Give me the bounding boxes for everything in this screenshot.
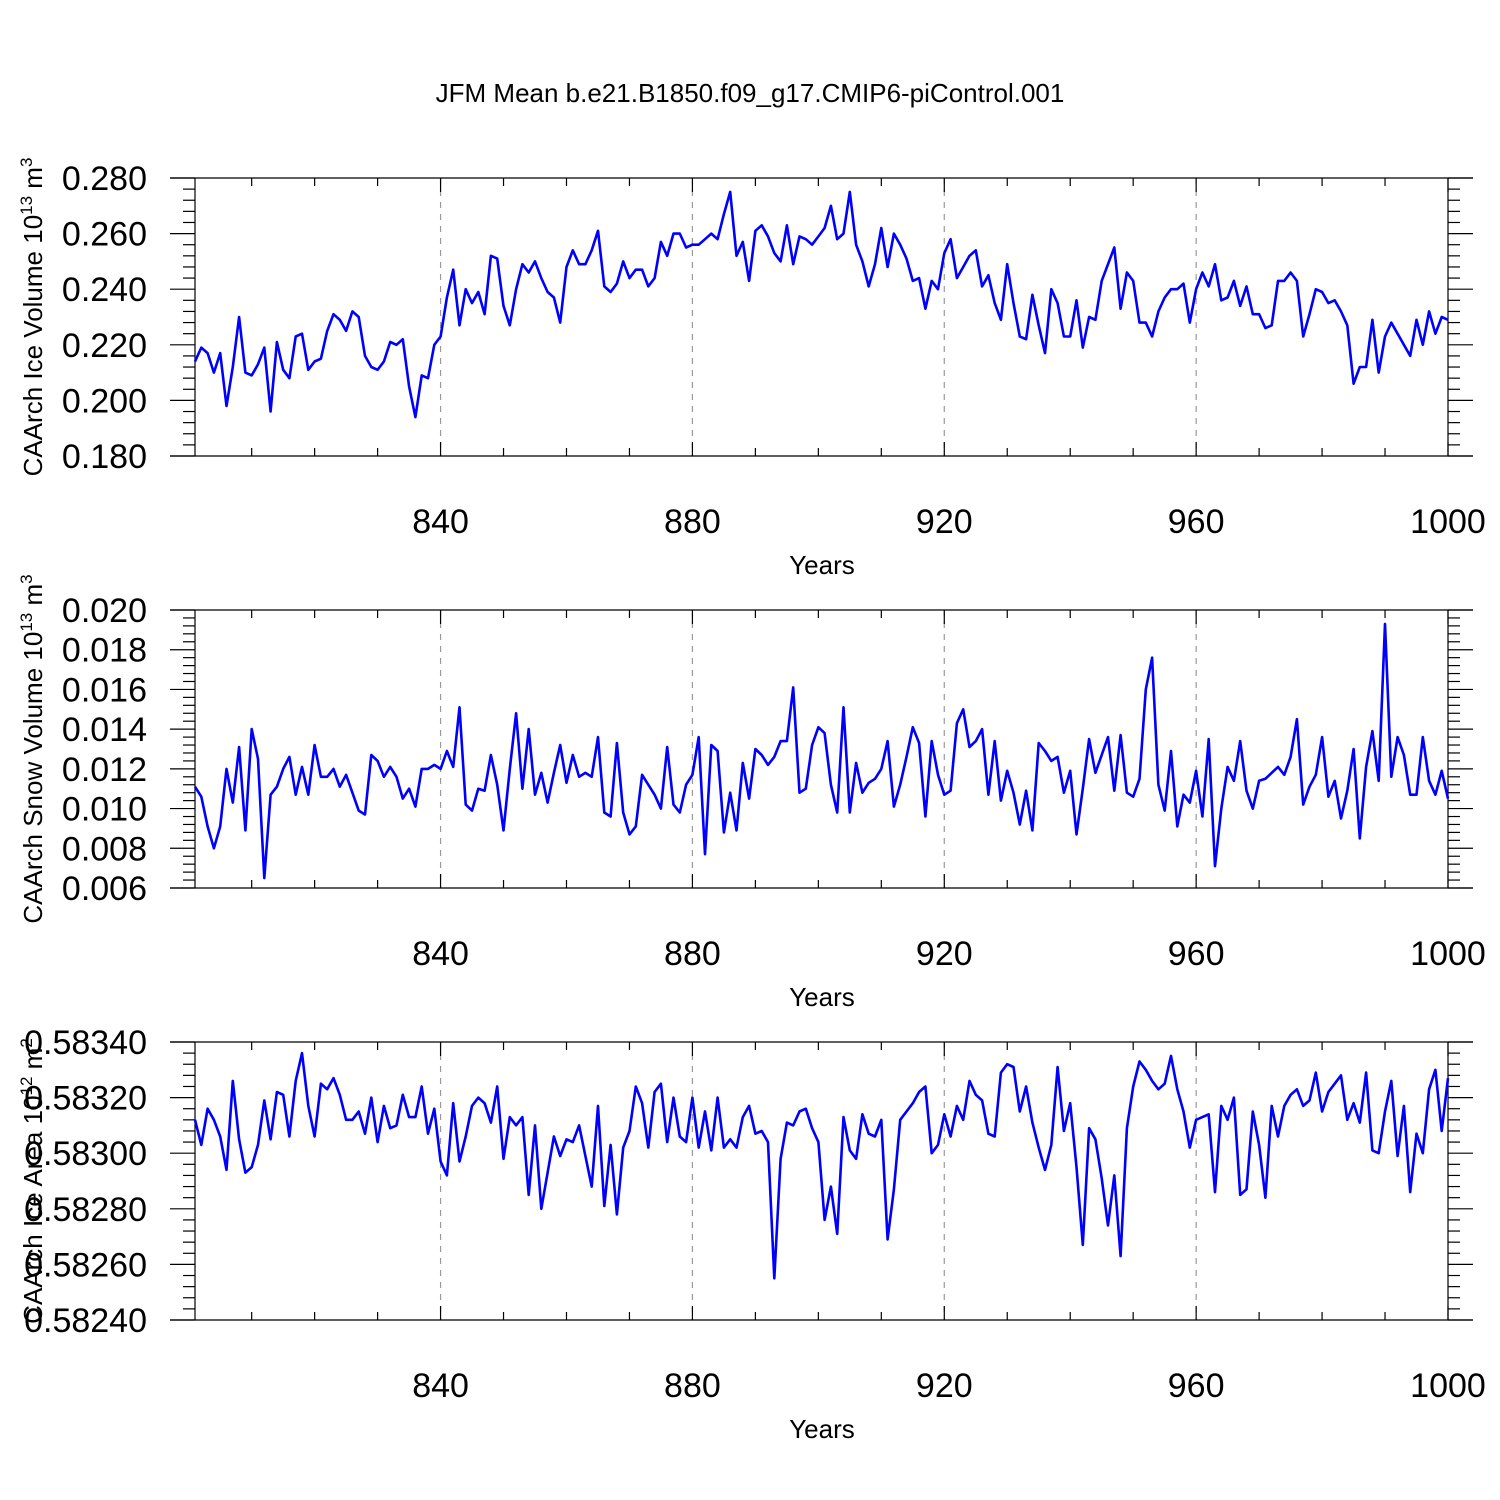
- y-tick-label: 0.018: [62, 632, 147, 670]
- y-tick-label: 0.58320: [24, 1080, 147, 1118]
- x-tick-label: 880: [664, 935, 721, 973]
- panel-snow-volume: 0.0060.0080.0100.0120.0140.0160.0180.020…: [17, 574, 1486, 1012]
- x-tick-label: 920: [916, 503, 973, 541]
- figure-title: JFM Mean b.e21.B1850.f09_g17.CMIP6-piCon…: [435, 78, 1065, 108]
- x-tick-label: 920: [916, 935, 973, 973]
- y-tick-label: 0.220: [62, 327, 147, 365]
- data-series-line: [193, 1051, 1450, 1280]
- y-tick-label: 0.006: [62, 870, 147, 908]
- y-tick-label: 0.280: [62, 160, 147, 198]
- y-tick-label: 0.260: [62, 216, 147, 254]
- y-tick-label: 0.016: [62, 671, 147, 709]
- y-tick-label: 0.200: [62, 382, 147, 420]
- y-tick-label: 0.58260: [24, 1246, 147, 1284]
- x-tick-label: 840: [412, 1367, 469, 1405]
- y-tick-label: 0.58240: [24, 1302, 147, 1340]
- x-tick-label: 1000: [1410, 935, 1486, 973]
- data-series-line: [193, 190, 1449, 419]
- y-axis-title: CAArch Snow Volume 1013 m3: [17, 574, 48, 923]
- x-tick-label: 840: [412, 935, 469, 973]
- y-tick-label: 0.020: [62, 592, 147, 630]
- y-tick-label: 0.58340: [24, 1024, 147, 1062]
- data-series-line: [193, 622, 1450, 880]
- y-tick-label: 0.010: [62, 791, 147, 829]
- x-tick-label: 1000: [1410, 503, 1486, 541]
- x-axis-title: Years: [789, 550, 855, 580]
- y-tick-label: 0.240: [62, 271, 147, 309]
- y-tick-label: 0.58280: [24, 1191, 147, 1229]
- x-tick-label: 880: [664, 503, 721, 541]
- y-axis-title: CAArch Ice Area 1012 m2: [17, 1038, 48, 1324]
- y-tick-label: 0.012: [62, 751, 147, 789]
- panel-ice-volume: 0.180 0.200 0.220 0.240 0.260 0.280 840 880 920 9…: [17, 158, 1486, 580]
- x-tick-label: 960: [1168, 935, 1225, 973]
- x-tick-label: 920: [916, 1367, 973, 1405]
- panel-ice-area: 0.58240 0.58260 0.58280 0.58300 0.58320 0.583…: [17, 1024, 1486, 1444]
- y-tick-label: 0.180: [62, 438, 147, 476]
- y-axis-title: CAArch Ice Volume 1013 m3: [17, 158, 48, 477]
- x-tick-label: 840: [412, 503, 469, 541]
- x-tick-label: 960: [1168, 503, 1225, 541]
- y-tick-label: 0.58300: [24, 1135, 147, 1173]
- x-axis-title: Years: [789, 1414, 855, 1444]
- y-tick-label: 0.014: [62, 711, 147, 749]
- x-tick-label: 960: [1168, 1367, 1225, 1405]
- y-tick-label: 0.008: [62, 830, 147, 868]
- x-tick-label: 1000: [1410, 1367, 1486, 1405]
- x-axis-title: Years: [789, 982, 855, 1012]
- x-tick-label: 880: [664, 1367, 721, 1405]
